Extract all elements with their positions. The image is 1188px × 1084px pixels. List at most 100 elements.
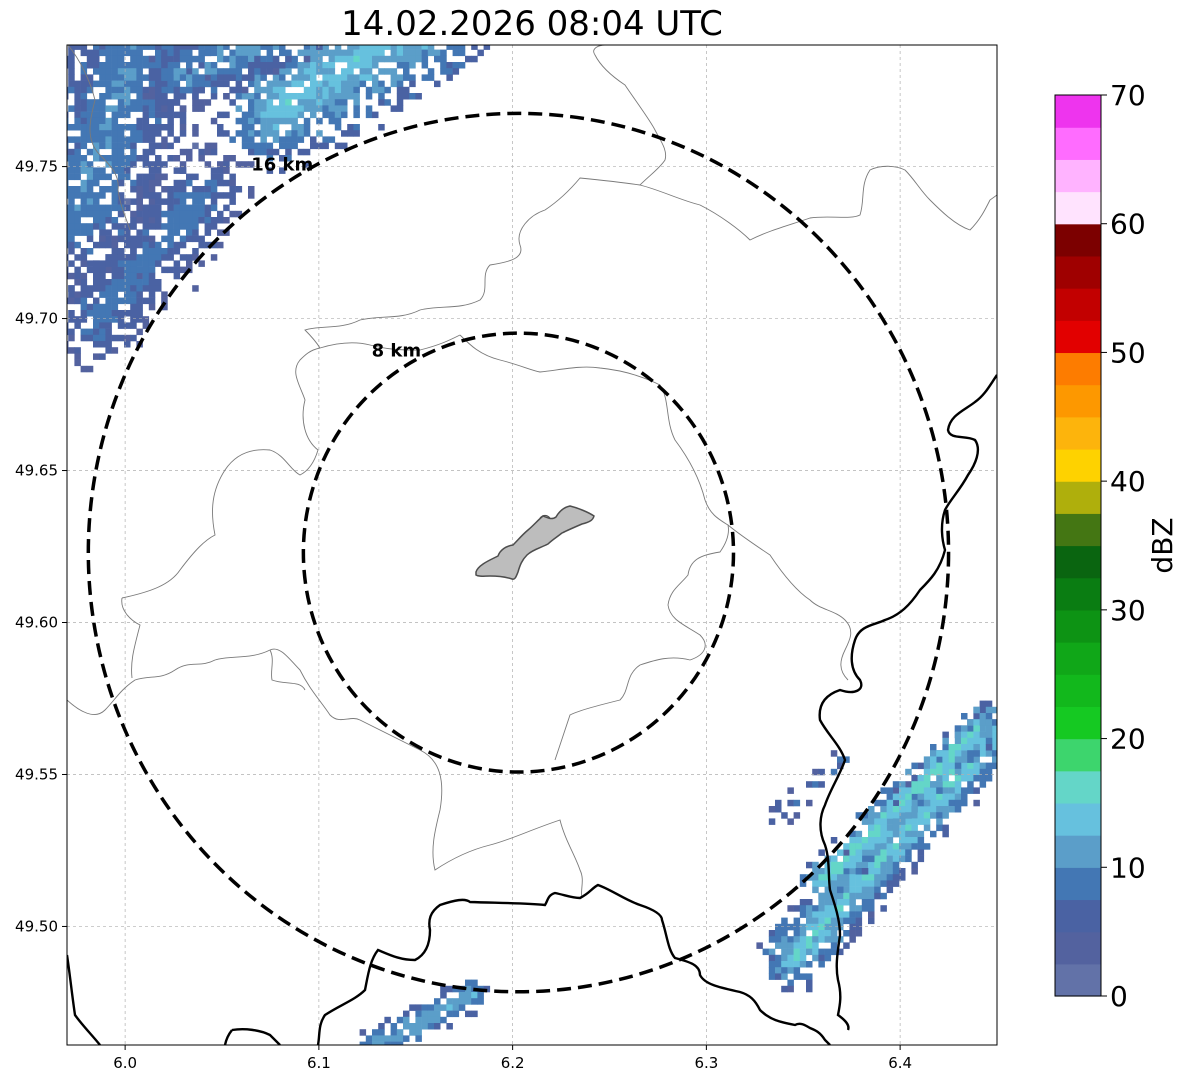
radar-pixel [148,291,156,298]
radar-pixel [266,105,274,112]
radar-pixel [322,19,329,26]
radar-pixel [117,155,125,162]
radar-pixel [161,291,168,298]
radar-pixel [874,824,881,832]
radar-pixel [86,136,94,143]
radar-pixel [198,235,205,243]
radar-pixel [248,161,255,168]
radar-pixel [93,310,100,317]
radar-pixel [86,285,94,292]
radar-pixel [892,824,900,832]
radar-pixel [378,19,385,26]
colorbar-tick-label: 0 [1110,980,1128,1013]
radar-pixel [241,55,249,63]
colorbar-tick-label: 30 [1110,594,1146,627]
radar-pixel [886,849,894,856]
radar-pixel [322,86,329,94]
radar-pixel [923,843,931,850]
radar-pixel [886,799,894,807]
radar-pixel [117,161,125,168]
radar-pixel [967,744,974,751]
radar-pixel [74,148,81,156]
radar-pixel [148,173,156,181]
radar-pixel [198,0,205,7]
radar-pixel [837,756,844,763]
radar-pixel [43,50,50,57]
radar-pixel [93,80,100,88]
radar-pixel [56,43,63,50]
colorbar-segment [1055,674,1101,707]
radar-pixel [50,205,57,212]
radar-pixel [923,812,931,819]
radar-pixel [409,1023,416,1030]
radar-pixel [198,217,205,224]
radar-pixel [440,1016,447,1024]
radar-pixel [99,111,106,119]
radar-pixel [93,173,100,181]
radar-pixel [86,192,94,199]
radar-pixel [830,930,838,937]
radar-pixel [923,799,931,807]
radar-pixel [806,979,813,987]
radar-pixel [880,830,887,838]
radar-pixel [136,155,143,162]
y-tick-label: 49.75 [15,158,58,176]
radar-pixel [235,93,243,100]
radar-pixel [236,12,243,19]
radar-pixel [279,167,286,174]
radar-pixel [365,62,373,69]
radar-pixel [43,149,50,156]
radar-pixel [192,223,199,230]
radar-pixel [954,762,962,770]
radar-pixel [254,117,261,125]
radar-pixel [161,62,168,69]
radar-pixel [329,31,336,38]
radar-pixel [372,86,379,94]
radar-pixel [347,74,354,81]
radar-pixel [812,917,819,925]
radar-pixel [105,334,112,342]
radar-pixel [911,843,918,850]
radar-pixel [31,254,38,261]
radar-pixel [347,124,354,131]
radar-pixel [248,105,255,112]
radar-pixel [43,93,50,100]
radar-pixel [979,725,987,732]
radar-pixel [837,762,844,770]
radar-pixel [80,328,88,336]
radar-pixel [67,179,69,187]
radar-pixel [136,210,143,218]
radar-pixel [409,31,416,38]
radar-pixel [874,868,881,875]
radar-pixel [793,799,801,807]
radar-pixel [198,99,205,106]
radar-pixel [341,86,348,94]
radar-pixel [403,68,410,75]
radar-pixel [855,855,863,863]
radar-pixel [297,130,305,137]
radar-pixel [360,25,367,32]
radar-pixel [979,775,987,782]
radar-pixel [422,31,429,38]
radar-pixel [830,837,838,844]
radar-pixel [204,223,212,230]
radar-pixel [74,99,81,106]
radar-pixel [43,260,50,267]
radar-pixel [99,117,106,125]
radar-pixel [266,99,274,106]
radar-pixel [874,812,881,819]
radar-pixel [861,855,869,863]
radar-pixel [111,217,119,224]
radar-pixel [68,217,75,224]
radar-pixel [886,830,894,838]
radar-pixel [68,241,75,249]
radar-pixel [812,768,819,776]
radar-pixel [173,111,181,119]
radar-pixel [136,49,143,57]
radar-pixel [136,12,143,19]
radar-pixel [68,31,75,38]
radar-pixel [155,241,162,249]
radar-pixel [917,830,925,838]
radar-pixel [105,130,112,137]
radar-pixel [880,880,887,887]
